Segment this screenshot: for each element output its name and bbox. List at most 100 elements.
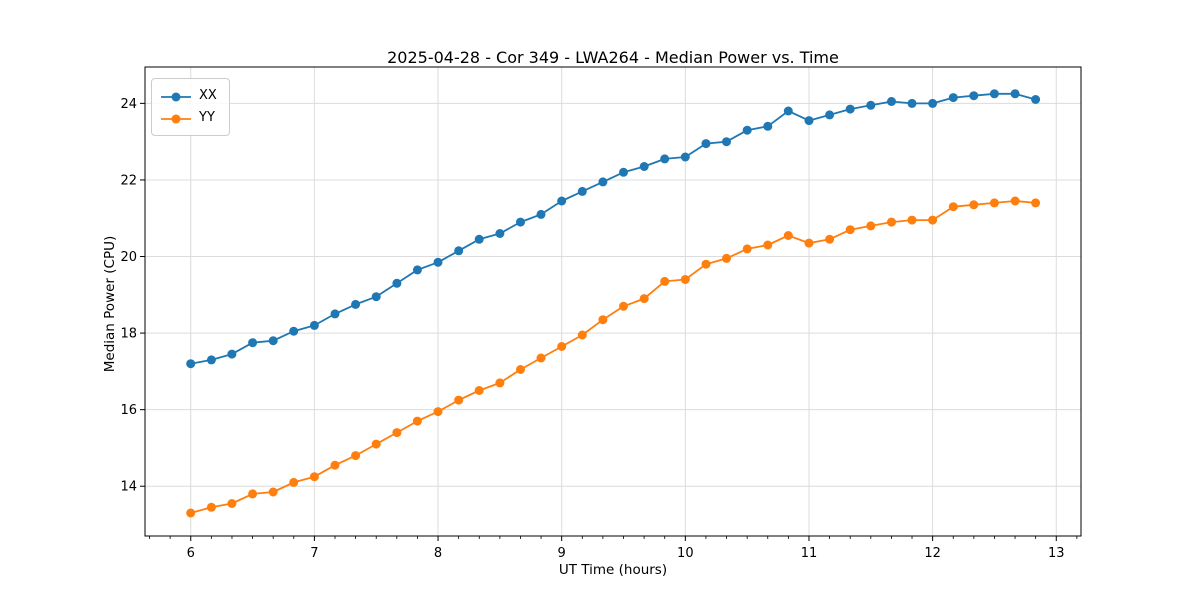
legend-label-xx: XX [199, 88, 217, 103]
data-point-yy [557, 342, 567, 351]
y-tick-label: 24 [120, 97, 137, 112]
series-line-yy [190, 200, 1036, 514]
data-point-xx [722, 137, 731, 147]
data-point-xx [989, 89, 999, 99]
data-point-yy [206, 502, 216, 512]
data-point-xx [763, 121, 773, 131]
data-point-xx [928, 98, 938, 108]
data-point-xx [660, 154, 670, 164]
data-point-yy [495, 378, 505, 388]
y-tick-label: 18 [120, 327, 137, 342]
data-point-yy [866, 221, 876, 231]
data-point-xx [557, 196, 567, 206]
data-point-xx [969, 91, 979, 101]
data-point-yy [1031, 198, 1041, 208]
data-point-yy [577, 330, 587, 340]
x-tick-label: 8 [434, 546, 442, 561]
legend-line-marker-icon [160, 89, 192, 103]
data-point-xx [227, 349, 237, 359]
data-point-yy [722, 253, 731, 263]
y-tick-label: 20 [120, 250, 137, 265]
data-point-yy [351, 451, 361, 461]
data-point-xx [907, 98, 917, 108]
legend-line-marker-icon [160, 111, 192, 125]
data-point-xx [454, 246, 464, 256]
data-point-yy [248, 489, 258, 499]
legend-item-xx: XX [160, 85, 217, 107]
y-tick-label: 14 [120, 480, 137, 495]
data-point-yy [598, 315, 608, 325]
data-point-xx [804, 116, 814, 126]
data-point-yy [887, 217, 896, 227]
data-point-yy [330, 460, 340, 470]
data-point-xx [598, 177, 608, 187]
data-point-xx [1010, 89, 1020, 99]
data-point-xx [619, 167, 628, 177]
data-point-xx [412, 265, 422, 275]
x-tick-label: 7 [310, 546, 318, 561]
data-point-yy [763, 240, 773, 250]
data-point-yy [516, 365, 525, 374]
data-point-xx [351, 299, 361, 309]
data-point-yy [948, 202, 958, 212]
data-point-xx [516, 217, 525, 227]
data-point-xx [887, 97, 896, 106]
data-point-xx [536, 209, 546, 219]
data-point-xx [495, 229, 505, 238]
y-tick-label: 22 [120, 173, 137, 188]
data-point-yy [907, 215, 917, 225]
x-tick-label: 6 [187, 546, 195, 561]
x-tick-label: 11 [801, 546, 818, 561]
y-tick-label: 16 [120, 403, 137, 418]
chart-title: 2025-04-28 - Cor 349 - LWA264 - Median P… [387, 48, 839, 67]
data-point-yy [371, 439, 381, 449]
data-point-yy [186, 508, 196, 518]
data-point-xx [825, 110, 835, 120]
data-point-xx [680, 152, 690, 162]
data-point-xx [783, 106, 793, 116]
data-point-yy [639, 294, 649, 304]
data-point-yy [742, 244, 752, 254]
data-point-yy [392, 428, 402, 438]
data-point-yy [660, 276, 670, 286]
data-point-yy [989, 198, 999, 208]
data-point-yy [825, 234, 835, 244]
data-point-yy [680, 275, 690, 284]
data-point-xx [371, 292, 381, 302]
legend: XX YY [151, 78, 230, 136]
data-point-xx [289, 326, 299, 336]
x-tick-label: 10 [677, 546, 694, 561]
data-point-yy [474, 386, 484, 395]
data-point-xx [206, 355, 216, 365]
data-point-xx [474, 234, 484, 244]
data-point-xx [866, 100, 876, 110]
data-point-yy [969, 200, 979, 210]
data-point-xx [701, 139, 711, 149]
data-point-xx [268, 336, 278, 346]
data-point-xx [330, 309, 340, 319]
data-point-yy [268, 487, 278, 497]
data-point-yy [701, 259, 711, 269]
x-tick-label: 9 [558, 546, 566, 561]
data-point-yy [928, 215, 938, 225]
plot-area-border [144, 66, 1082, 537]
x-tick-label: 12 [924, 546, 941, 561]
x-axis-label: UT Time (hours) [558, 562, 668, 578]
data-point-xx [742, 125, 752, 135]
data-point-yy [619, 301, 628, 311]
data-point-yy [783, 231, 793, 240]
data-point-yy [1010, 196, 1020, 206]
data-point-yy [412, 416, 422, 426]
data-point-yy [227, 499, 237, 508]
data-point-yy [433, 407, 443, 417]
data-point-xx [392, 278, 402, 288]
data-point-yy [804, 238, 814, 248]
data-point-xx [948, 93, 958, 103]
data-point-xx [248, 338, 258, 348]
legend-item-yy: YY [160, 107, 217, 129]
data-point-yy [536, 353, 546, 363]
legend-label-yy: YY [199, 110, 215, 125]
data-point-xx [577, 186, 587, 196]
